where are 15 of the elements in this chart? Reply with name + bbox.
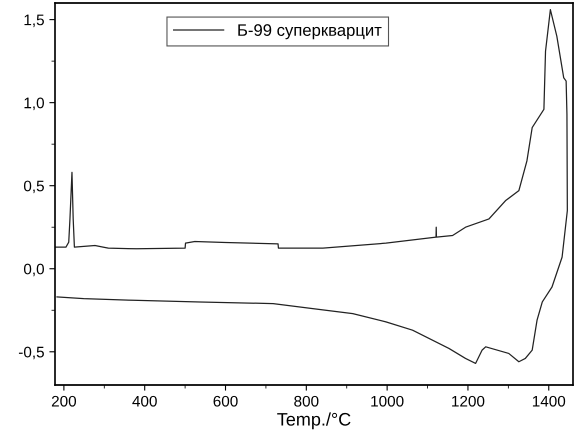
legend-label: Б-99 суперкварцит [238, 24, 382, 40]
x-tick-label: 200 [52, 396, 76, 407]
x-tick-label: 1200 [452, 396, 484, 407]
y-tick-label: -0,5 [18, 346, 44, 360]
line-series [55, 9, 568, 364]
x-axis-title: Temp./°C [277, 412, 351, 430]
y-tick-label: 1,0 [24, 98, 44, 110]
x-tick-label: 600 [214, 396, 238, 407]
y-tick-label: 1,5 [24, 14, 44, 28]
x-tick-label: 400 [132, 396, 157, 407]
x-tick-label: 1400 [532, 396, 566, 407]
x-tick-label: 800 [294, 396, 318, 407]
x-tick-label: 1000 [371, 396, 404, 407]
y-tick-label: 0,0 [24, 264, 44, 276]
y-tick-label: 0,5 [24, 180, 44, 194]
